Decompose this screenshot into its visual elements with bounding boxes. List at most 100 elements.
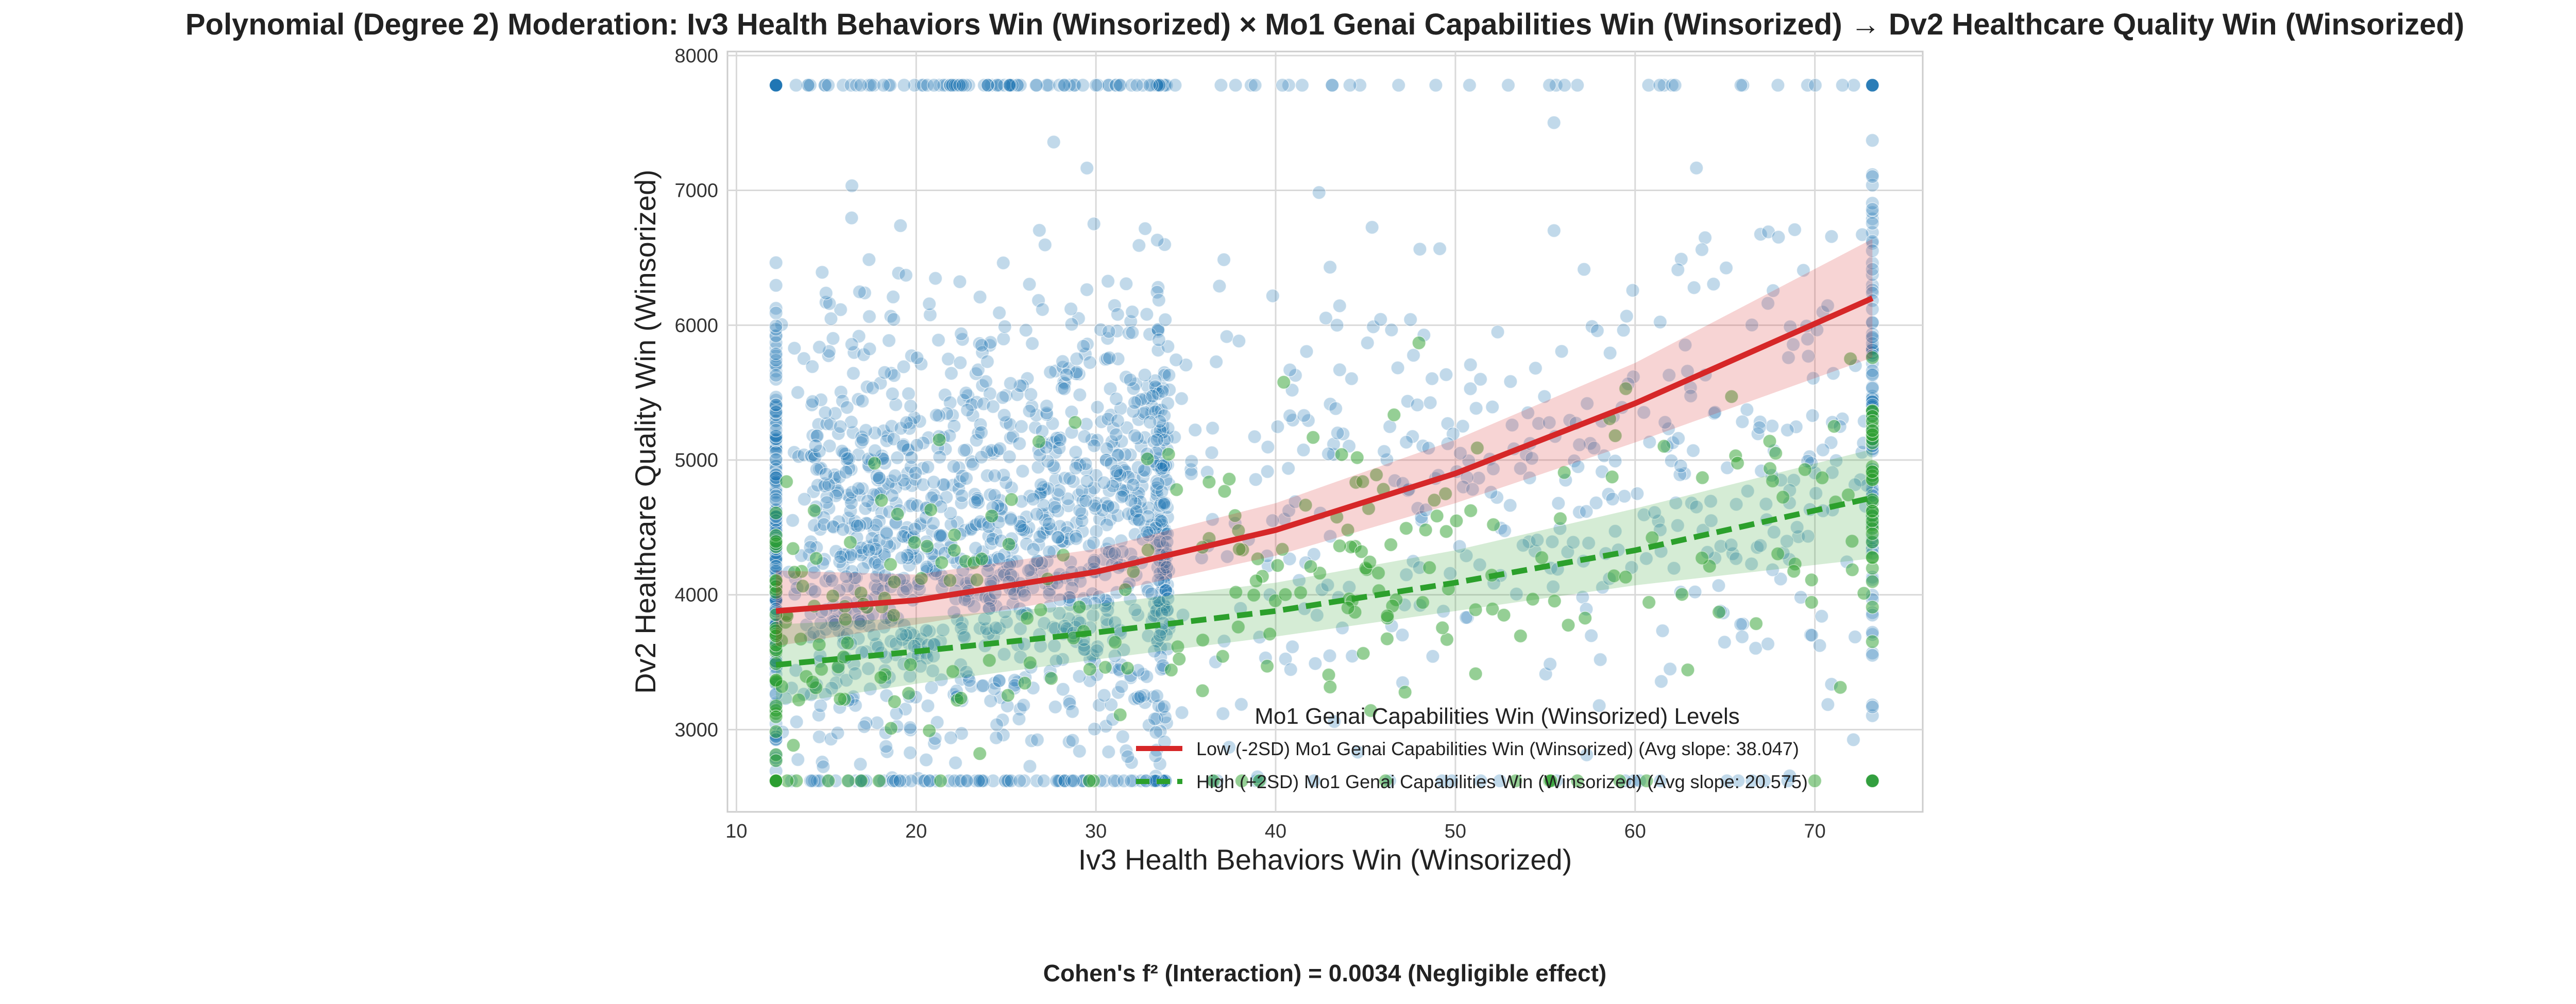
data-point bbox=[769, 423, 783, 437]
data-point bbox=[970, 493, 985, 507]
data-point bbox=[1046, 134, 1061, 149]
data-point bbox=[1158, 710, 1173, 724]
data-point bbox=[1150, 233, 1165, 247]
data-point bbox=[1145, 389, 1160, 403]
data-point bbox=[769, 347, 783, 361]
data-point bbox=[1099, 542, 1114, 556]
data-point bbox=[1157, 368, 1172, 383]
data-point bbox=[874, 493, 889, 508]
data-point bbox=[1671, 431, 1686, 446]
data-point bbox=[836, 522, 850, 537]
data-point bbox=[1449, 514, 1464, 528]
data-point bbox=[1323, 529, 1337, 543]
data-point bbox=[1753, 227, 1768, 242]
data-point bbox=[769, 278, 783, 293]
data-point bbox=[1432, 242, 1447, 256]
data-point bbox=[1848, 629, 1862, 644]
y-tick-label: 7000 bbox=[674, 180, 718, 202]
data-point bbox=[1205, 512, 1220, 527]
data-point bbox=[1619, 309, 1634, 324]
data-point bbox=[879, 526, 894, 541]
data-point bbox=[769, 318, 783, 333]
data-point bbox=[811, 708, 826, 722]
data-point bbox=[1033, 478, 1048, 492]
data-point bbox=[1312, 185, 1326, 200]
data-point bbox=[1067, 78, 1082, 93]
data-point bbox=[1816, 443, 1831, 457]
data-point bbox=[1132, 513, 1146, 527]
data-point bbox=[1657, 439, 1671, 454]
data-point bbox=[862, 309, 877, 324]
data-point bbox=[1418, 522, 1433, 537]
data-point bbox=[1804, 573, 1819, 587]
data-point bbox=[1752, 420, 1767, 435]
data-point bbox=[1138, 368, 1152, 382]
data-point bbox=[769, 368, 783, 383]
data-point bbox=[1711, 605, 1726, 620]
data-point bbox=[844, 211, 859, 225]
data-point bbox=[1675, 587, 1689, 602]
data-point bbox=[1232, 334, 1246, 348]
data-point bbox=[1039, 399, 1054, 413]
data-point bbox=[1126, 478, 1141, 492]
data-point bbox=[824, 311, 838, 326]
data-point bbox=[1247, 430, 1262, 444]
data-point bbox=[910, 438, 924, 453]
data-point bbox=[1228, 78, 1243, 93]
data-point bbox=[814, 393, 828, 407]
data-point bbox=[1151, 476, 1165, 491]
data-point bbox=[1123, 372, 1138, 387]
data-point bbox=[1175, 705, 1189, 720]
data-point bbox=[1865, 423, 1880, 438]
data-point bbox=[1062, 696, 1077, 711]
data-point bbox=[1383, 537, 1398, 552]
data-point bbox=[769, 256, 783, 270]
data-point bbox=[954, 327, 969, 341]
data-point bbox=[786, 738, 801, 753]
data-point bbox=[873, 376, 888, 390]
data-point bbox=[1038, 237, 1053, 252]
data-point bbox=[848, 698, 863, 713]
data-point bbox=[850, 519, 865, 533]
data-point bbox=[1463, 503, 1478, 518]
data-point bbox=[1580, 396, 1595, 411]
data-point bbox=[811, 417, 826, 432]
data-point bbox=[1002, 450, 1017, 464]
data-point bbox=[1651, 514, 1666, 529]
data-point bbox=[916, 461, 930, 475]
data-point bbox=[877, 365, 892, 380]
data-point bbox=[1528, 361, 1543, 376]
data-point bbox=[1029, 507, 1044, 522]
data-point bbox=[907, 522, 922, 536]
data-point bbox=[1605, 470, 1619, 484]
data-point bbox=[1035, 302, 1050, 317]
data-point bbox=[1561, 618, 1575, 633]
data-point bbox=[1435, 774, 1449, 788]
data-point bbox=[1126, 404, 1141, 419]
data-point bbox=[1188, 422, 1202, 437]
data-point bbox=[1513, 461, 1528, 476]
data-point bbox=[1332, 363, 1347, 377]
data-point bbox=[1653, 315, 1668, 329]
data-point bbox=[1066, 774, 1081, 788]
data-point bbox=[1299, 344, 1314, 359]
data-point bbox=[943, 730, 958, 745]
data-point bbox=[889, 706, 904, 721]
data-point bbox=[1282, 552, 1297, 566]
data-point bbox=[1031, 293, 1046, 308]
data-point bbox=[903, 720, 918, 735]
data-point bbox=[1295, 78, 1310, 93]
data-point bbox=[1698, 230, 1713, 245]
data-point bbox=[1551, 496, 1566, 510]
data-point bbox=[769, 709, 783, 724]
legend-entry-high: High (+2SD) Mo1 Genai Capabilities Win (… bbox=[1196, 771, 1808, 792]
data-point bbox=[953, 275, 967, 289]
data-point bbox=[934, 672, 948, 687]
data-point bbox=[1762, 461, 1777, 476]
data-point bbox=[1065, 733, 1080, 747]
data-point bbox=[769, 398, 783, 412]
data-point bbox=[1570, 78, 1585, 93]
data-point bbox=[1321, 668, 1336, 682]
data-point bbox=[932, 433, 946, 447]
